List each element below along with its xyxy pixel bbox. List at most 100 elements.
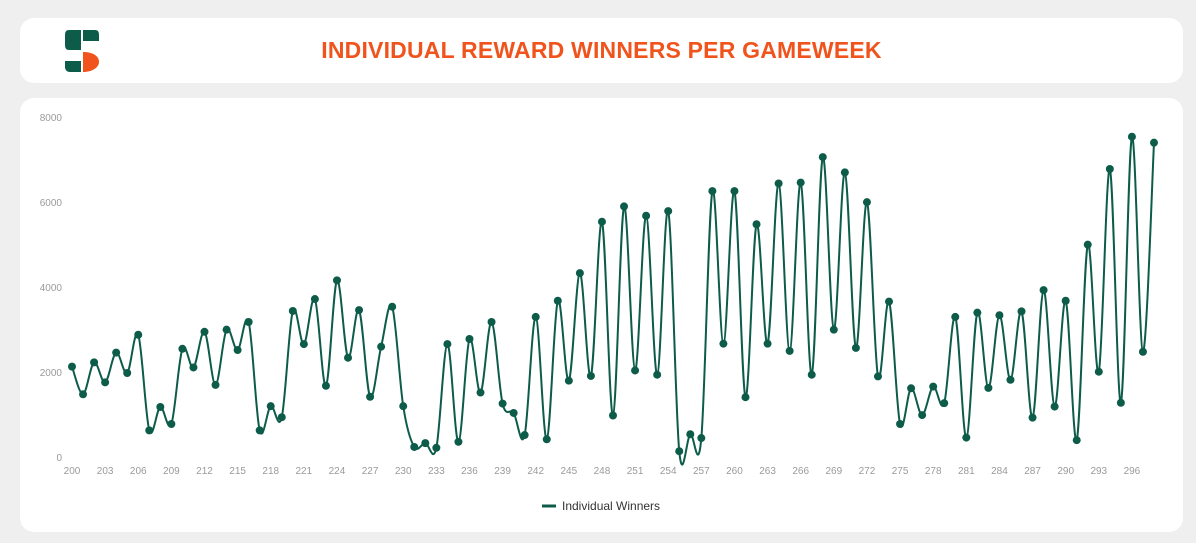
data-point[interactable] (167, 420, 176, 428)
data-point[interactable] (222, 325, 231, 334)
data-point[interactable] (366, 392, 375, 401)
data-point[interactable] (840, 168, 849, 177)
data-point[interactable] (995, 311, 1004, 320)
data-point[interactable] (586, 371, 595, 380)
data-point[interactable] (940, 399, 949, 408)
data-point[interactable] (244, 318, 253, 326)
data-point[interactable] (1116, 398, 1125, 407)
data-point[interactable] (1028, 413, 1037, 422)
data-point[interactable] (752, 220, 761, 229)
data-point[interactable] (277, 413, 286, 422)
data-point[interactable] (1017, 307, 1026, 316)
data-point[interactable] (410, 442, 419, 451)
data-point[interactable] (355, 306, 364, 315)
data-point[interactable] (885, 297, 894, 306)
data-point[interactable] (708, 187, 717, 196)
data-point[interactable] (299, 340, 308, 349)
data-point[interactable] (178, 344, 187, 353)
data-point[interactable] (1061, 296, 1070, 305)
data-point[interactable] (984, 383, 993, 392)
data-point[interactable] (597, 217, 606, 226)
data-point[interactable] (664, 207, 673, 216)
data-point[interactable] (542, 435, 551, 444)
data-point[interactable] (1039, 286, 1048, 295)
data-point[interactable] (145, 426, 154, 435)
data-point[interactable] (189, 363, 198, 372)
data-point[interactable] (796, 178, 805, 187)
data-point[interactable] (675, 447, 684, 456)
data-point[interactable] (1105, 165, 1114, 173)
data-point[interactable] (1006, 375, 1015, 384)
data-point[interactable] (498, 399, 507, 408)
data-point[interactable] (686, 430, 695, 439)
data-point[interactable] (973, 308, 982, 317)
data-point[interactable] (575, 269, 584, 278)
data-point[interactable] (310, 295, 319, 304)
data-point[interactable] (763, 339, 772, 348)
data-point[interactable] (951, 312, 960, 321)
legend-label[interactable]: Individual Winners (562, 499, 660, 513)
data-point[interactable] (321, 381, 330, 390)
data-point[interactable] (399, 402, 408, 411)
data-point[interactable] (642, 211, 651, 220)
data-point[interactable] (741, 393, 750, 402)
data-point[interactable] (1050, 402, 1059, 411)
data-point[interactable] (818, 153, 827, 162)
data-point[interactable] (377, 342, 386, 351)
data-point[interactable] (476, 388, 485, 397)
data-point[interactable] (233, 346, 242, 355)
data-point[interactable] (421, 439, 430, 448)
data-point[interactable] (443, 340, 452, 349)
data-point[interactable] (862, 198, 871, 207)
data-point[interactable] (112, 348, 121, 357)
data-point[interactable] (609, 411, 617, 420)
data-point[interactable] (1138, 347, 1147, 356)
data-point[interactable] (918, 411, 927, 420)
data-point[interactable] (829, 325, 838, 334)
data-point[interactable] (134, 330, 143, 339)
data-point[interactable] (123, 369, 132, 377)
data-point[interactable] (1083, 240, 1092, 249)
data-point[interactable] (719, 339, 728, 348)
data-point[interactable] (730, 187, 739, 196)
data-point[interactable] (873, 372, 882, 381)
data-point[interactable] (90, 358, 99, 367)
data-point[interactable] (509, 408, 518, 417)
data-point[interactable] (907, 384, 916, 393)
data-point[interactable] (520, 431, 529, 440)
data-point[interactable] (1094, 367, 1103, 376)
data-point[interactable] (807, 370, 816, 379)
data-point[interactable] (697, 434, 706, 443)
data-point[interactable] (631, 366, 640, 375)
data-point[interactable] (620, 202, 629, 211)
data-point[interactable] (851, 343, 860, 352)
data-point[interactable] (553, 296, 562, 305)
data-point[interactable] (79, 390, 88, 399)
data-point[interactable] (156, 403, 165, 411)
data-point[interactable] (465, 335, 474, 343)
data-point[interactable] (101, 378, 110, 387)
data-point[interactable] (962, 433, 971, 442)
data-point[interactable] (487, 318, 496, 326)
data-point[interactable] (896, 420, 905, 428)
data-point[interactable] (255, 426, 264, 435)
data-point[interactable] (288, 306, 297, 315)
data-point[interactable] (531, 312, 540, 321)
data-point[interactable] (774, 179, 783, 188)
data-point[interactable] (929, 382, 938, 391)
data-point[interactable] (653, 370, 662, 379)
data-point[interactable] (1150, 138, 1158, 147)
data-point[interactable] (432, 443, 441, 452)
data-point[interactable] (564, 376, 573, 385)
data-point[interactable] (200, 327, 209, 336)
data-point[interactable] (1127, 132, 1136, 141)
data-point[interactable] (1072, 436, 1081, 445)
data-point[interactable] (266, 402, 275, 411)
data-point[interactable] (785, 346, 794, 355)
data-point[interactable] (332, 276, 341, 285)
data-point[interactable] (454, 437, 463, 446)
data-point[interactable] (344, 353, 353, 362)
legend[interactable]: Individual Winners (542, 499, 660, 513)
data-point[interactable] (68, 362, 76, 371)
data-point[interactable] (388, 302, 397, 311)
